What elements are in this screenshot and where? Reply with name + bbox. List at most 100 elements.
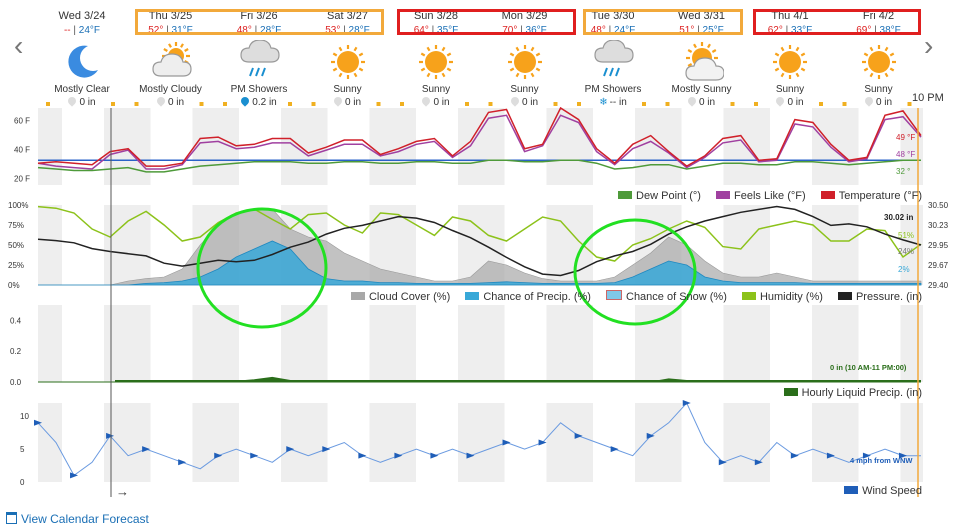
high-temp: 48° [590,25,606,36]
night-band [723,305,746,382]
day-temps: 48° | 24°F [590,25,636,36]
highlight-box-red-1 [397,9,576,35]
day-column[interactable]: Fri 4/2 69° | 38°F Sunny 0 in [835,0,923,108]
liquid-precip-area [38,376,921,383]
night-band [126,205,151,285]
condition-label: Mostly Clear [54,84,110,95]
sunrise-marker [46,102,50,106]
wind-y-tick: 10 [20,412,29,421]
day-column[interactable]: Wed 3/24 -- | 24°F Mostly Clear 0 in [38,0,126,108]
condition-label: Sunny [333,84,362,95]
legend-cloud-cover[interactable]: Cloud Cover (%) [368,291,451,303]
sun-icon [835,40,923,84]
wind-arrow-icon [286,446,295,453]
day-date: Wed 3/24 [58,10,106,22]
day-column[interactable]: Fri 3/26 48° | 28°F PM Showers 0.2 in [215,0,303,108]
liquid-annotation: 0 in (10 AM-11 PM:00) [830,363,907,372]
legend-liquid-precip[interactable]: Hourly Liquid Precip. (in) [801,387,922,399]
condition-label: Mostly Cloudy [139,84,202,95]
pressure-y-tick: 30.23 [928,221,949,230]
pressure-line [37,205,922,277]
night-band [834,403,859,482]
day-column[interactable]: Thu 4/1 62° | 33°F Sunny 0 in [746,0,834,108]
precip-amount: 0 in [835,95,923,108]
day-date: Thu 3/25 [148,10,193,22]
wind-arrow-icon [754,459,763,466]
night-band [369,305,392,382]
precip-amount: 0 in [127,95,215,108]
wind-arrow-icon [538,439,547,446]
wind-arrow-icon [430,452,439,459]
day-temps: 62° | 33°F [767,25,813,36]
low-temp: 36°F [525,25,547,36]
precip-amount: 0 in [392,95,480,108]
condition-label: Sunny [421,84,451,95]
night-band [812,305,835,382]
wind-arrow-icon [682,400,691,406]
day-temps: 53° | 28°F [325,25,370,36]
night-band [723,403,746,482]
precip-value: -- in [609,97,627,108]
day-temps: -- | 24°F [63,25,101,36]
night-band [192,305,215,382]
wind-y-tick: 0 [20,478,25,487]
humidity-line [37,205,922,262]
legend-temperature: Dew Point (°) Feels Like (°F) Temperatur… [606,190,922,202]
sun-icon [481,40,569,84]
day-column[interactable]: Thu 3/25 52° | 31°F Mostly Cloudy 0 in [127,0,215,108]
day-column[interactable]: Sun 3/28 64° | 35°F Sunny 0 in [392,0,480,108]
night-band [192,403,215,482]
legend-temperature-label[interactable]: Temperature (°F) [838,190,922,202]
highlight-circle-1 [196,207,328,329]
day-column[interactable]: Sat 3/27 53° | 28°F Sunny 0 in [304,0,392,108]
legend-chance-snow[interactable]: Chance of Snow (%) [626,291,727,303]
high-temp: 52° [148,25,164,36]
condition-label: Sunny [510,84,539,95]
legend-chance-precip[interactable]: Chance of Precip. (%) [483,291,591,303]
sunrise-marker [134,102,139,106]
day-column[interactable]: Mon 3/29 70° | 36°F Sunny 0 in [481,0,569,108]
precip-value: 0 in [698,97,716,108]
current-time-label: 10 PM [912,92,944,104]
night-band [746,205,770,285]
temp-y-tick: 40 F [14,146,30,155]
sunset-marker [465,102,469,106]
day-column[interactable]: Tue 3/30 48° | 24°F PM Showers ❄ -- in [569,0,657,108]
view-calendar-forecast-link[interactable]: View Calendar Forecast [6,512,149,526]
night-band [104,305,127,382]
legend-wind-speed[interactable]: Wind Speed [862,485,922,497]
low-temp: 38°F [879,25,901,36]
next-arrow[interactable]: › [924,30,934,61]
sunset-marker [730,102,735,106]
high-temp: -- [63,25,71,36]
sunrise-marker [842,102,847,106]
sunrise-marker [665,102,670,106]
day-temps: 52° | 31°F [148,25,193,36]
night-band [369,108,392,185]
prev-arrow[interactable]: ‹ [14,30,24,61]
wind-arrow-icon [322,446,331,453]
sun-icon [392,40,480,84]
precip-amount: ❄ -- in [569,97,657,108]
sunset-marker [199,102,204,106]
legend-humidity[interactable]: Humidity (%) [759,291,823,303]
night-band [104,205,127,285]
night-band [546,305,569,382]
night-band [192,108,215,185]
wind-arrow-icon [394,452,403,459]
temp-end-label: 49 °F [896,133,915,142]
night-band [657,403,682,482]
legend-dew-point[interactable]: Dew Point (°) [636,190,701,202]
sunset-marker [376,102,381,106]
day-column[interactable]: Wed 3/31 51° | 25°F Mostly Sunny 0 in [658,0,746,108]
precip-amount: 0.2 in [215,95,303,108]
wind-arrow-icon [862,452,871,459]
high-temp: 51° [679,25,695,36]
condition-label: PM Showers [230,84,288,95]
mostly-sunny-icon [658,40,746,84]
showers-icon [215,39,303,84]
legend-pressure[interactable]: Pressure. (in) [855,291,922,303]
legend-feels-like[interactable]: Feels Like (°F) [734,190,806,202]
cloud-end-label: 24% [898,247,914,256]
wind-arrow-icon [790,452,799,459]
